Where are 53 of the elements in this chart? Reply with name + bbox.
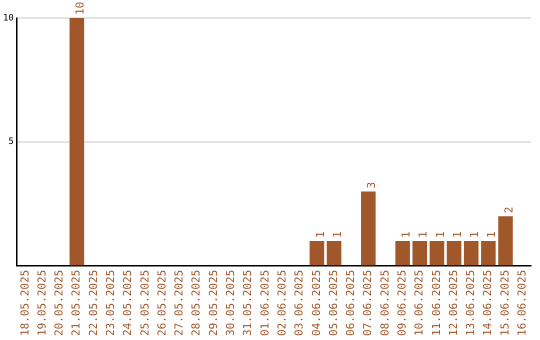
x-tick-label: 01.06.2025: [258, 270, 272, 336]
data-label: 1: [468, 231, 482, 238]
x-tick-label: 06.06.2025: [344, 270, 358, 336]
bar: [70, 18, 84, 266]
x-tick-label: 08.06.2025: [378, 270, 392, 336]
x-tick-label: 05.06.2025: [326, 270, 340, 336]
x-tick-label: 25.05.2025: [138, 270, 152, 336]
x-tick-label: 18.05.2025: [18, 270, 32, 336]
bar: [412, 240, 428, 266]
y-tick-label: 5: [8, 137, 14, 148]
x-tick-label: 11.06.2025: [430, 270, 443, 336]
data-label: 1: [330, 231, 344, 238]
data-label: 1: [450, 231, 464, 238]
x-tick-label: 02.06.2025: [275, 270, 288, 336]
bar: [498, 216, 513, 266]
bar: [326, 240, 342, 266]
data-label: 3: [365, 182, 378, 188]
bar: [395, 240, 410, 266]
x-tick-label: 14.06.2025: [481, 270, 494, 336]
x-tick-label: 21.05.2025: [70, 270, 83, 336]
x-tick-label: 12.06.2025: [446, 270, 460, 336]
x-tick-label: 20.05.2025: [52, 270, 66, 336]
data-label: 1: [485, 231, 498, 238]
data-label: 1: [400, 231, 412, 238]
x-tick-label: 04.06.2025: [310, 270, 323, 336]
x-tick-label: 16.06.2025: [516, 270, 529, 336]
bar: [446, 240, 462, 266]
x-tick-label: 28.05.2025: [190, 270, 203, 336]
data-label: 1: [416, 231, 430, 238]
x-tick-label: 15.06.2025: [498, 270, 512, 336]
bar: [481, 240, 496, 266]
x-tick-label: 10.06.2025: [412, 270, 426, 336]
x-tick-label: 03.06.2025: [292, 270, 306, 336]
x-tick-label: 19.05.2025: [35, 270, 48, 336]
x-tick-label: 29.05.2025: [206, 270, 220, 336]
data-label: 1: [434, 231, 447, 238]
bar: [430, 240, 444, 266]
bar: [464, 240, 479, 266]
x-tick-label: 09.06.2025: [396, 270, 408, 336]
data-label: 2: [502, 206, 516, 214]
x-tick-label: 23.05.2025: [104, 270, 118, 336]
x-tick-label: 30.05.2025: [224, 270, 238, 336]
x-tick-label: 22.05.2025: [86, 270, 100, 336]
bar: [361, 191, 376, 266]
data-label: 10: [74, 2, 87, 15]
x-tick-label: 13.06.2025: [464, 270, 478, 336]
data-label: 1: [314, 231, 327, 238]
bar: [310, 240, 324, 266]
x-tick-label: 27.05.2025: [172, 270, 186, 336]
x-tick-label: 31.05.2025: [241, 270, 254, 336]
x-tick-label: 26.05.2025: [155, 270, 168, 336]
x-tick-label: 07.06.2025: [361, 270, 374, 336]
x-tick-label: 24.05.2025: [121, 270, 134, 336]
